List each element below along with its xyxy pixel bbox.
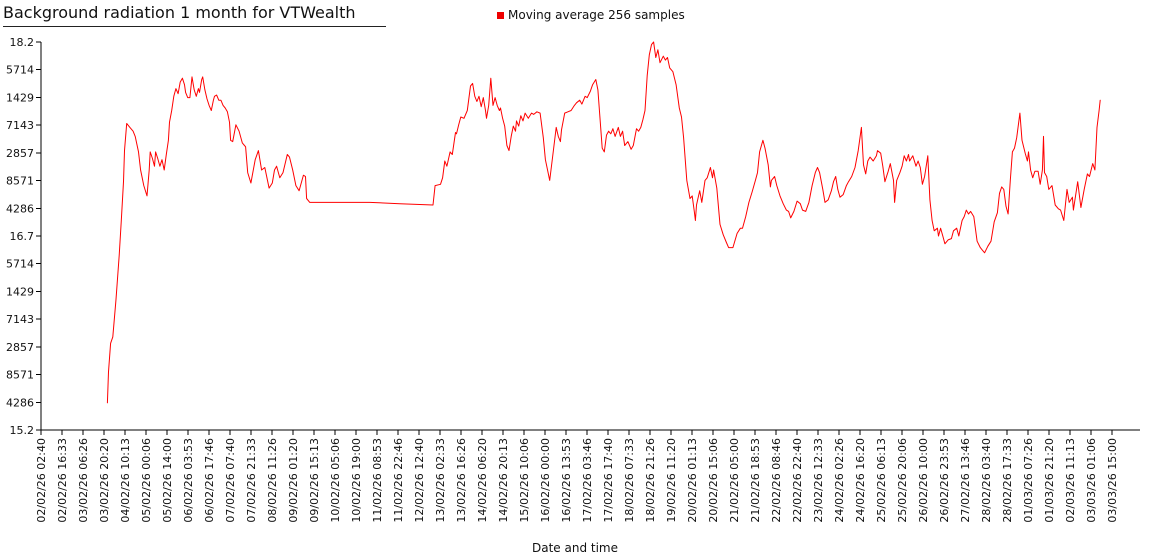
x-tick-label: 18/02/26 07:33 bbox=[623, 438, 636, 523]
legend-series-label: Moving average 256 samples bbox=[508, 8, 685, 22]
x-tick-label: 10/02/26 05:06 bbox=[329, 438, 342, 523]
x-tick-label: 02/03/26 11:13 bbox=[1064, 438, 1077, 523]
y-tick-label: 2857 bbox=[6, 341, 34, 354]
x-tick-label: 25/02/26 20:06 bbox=[896, 438, 909, 523]
x-tick-label: 02/02/26 02:40 bbox=[35, 438, 48, 523]
x-tick-label: 14/02/26 20:13 bbox=[497, 438, 510, 523]
x-tick-label: 11/02/26 08:53 bbox=[371, 438, 384, 523]
y-tick-label: 8571 bbox=[6, 369, 34, 382]
x-tick-label: 21/02/26 05:00 bbox=[728, 438, 741, 523]
x-tick-label: 11/02/26 22:46 bbox=[392, 438, 405, 523]
y-tick-label: 2857 bbox=[6, 147, 34, 160]
x-tick-label: 01/03/26 07:26 bbox=[1022, 438, 1035, 523]
x-tick-label: 16/02/26 13:53 bbox=[560, 438, 573, 523]
x-tick-label: 15/02/26 10:06 bbox=[518, 438, 531, 523]
y-tick-label: 1429 bbox=[6, 285, 34, 298]
x-tick-label: 14/02/26 06:20 bbox=[476, 438, 489, 523]
y-tick-label: 8571 bbox=[6, 175, 34, 188]
x-tick-label: 25/02/26 06:13 bbox=[875, 438, 888, 523]
x-tick-label: 06/02/26 03:53 bbox=[182, 438, 195, 523]
y-tick-label: 16.7 bbox=[10, 230, 35, 243]
x-tick-label: 06/02/26 17:46 bbox=[203, 438, 216, 523]
x-tick-label: 17/02/26 17:40 bbox=[602, 438, 615, 523]
legend: Moving average 256 samples bbox=[497, 8, 685, 22]
x-tick-label: 07/02/26 07:40 bbox=[224, 438, 237, 523]
x-tick-label: 13/02/26 02:33 bbox=[434, 438, 447, 523]
x-tick-label: 24/02/26 02:26 bbox=[833, 438, 846, 523]
x-tick-label: 22/02/26 08:46 bbox=[770, 438, 783, 523]
y-tick-label: 1429 bbox=[6, 91, 34, 104]
x-tick-label: 07/02/26 21:33 bbox=[245, 438, 258, 523]
x-tick-label: 28/02/26 03:40 bbox=[980, 438, 993, 523]
legend-marker-square bbox=[497, 12, 504, 19]
x-tick-label: 05/02/26 14:00 bbox=[161, 438, 174, 523]
x-tick-label: 20/02/26 01:13 bbox=[686, 438, 699, 523]
x-tick-label: 09/02/26 15:13 bbox=[308, 438, 321, 523]
x-tick-label: 03/02/26 20:20 bbox=[98, 438, 111, 523]
y-tick-label: 4286 bbox=[6, 202, 34, 215]
x-tick-label: 10/02/26 19:00 bbox=[350, 438, 363, 523]
x-tick-label: 17/02/26 03:46 bbox=[581, 438, 594, 523]
x-tick-label: 12/02/26 12:40 bbox=[413, 438, 426, 523]
y-tick-label: 7143 bbox=[6, 119, 34, 132]
x-tick-label: 03/02/26 06:26 bbox=[77, 438, 90, 523]
x-tick-label: 16/02/26 00:00 bbox=[539, 438, 552, 523]
x-tick-label: 09/02/26 01:20 bbox=[287, 438, 300, 523]
y-tick-label: 18.2 bbox=[10, 36, 35, 49]
x-tick-label: 20/02/26 15:06 bbox=[707, 438, 720, 523]
x-tick-label: 03/03/26 15:00 bbox=[1106, 438, 1119, 523]
x-tick-label: 18/02/26 21:26 bbox=[644, 438, 657, 523]
x-tick-label: 23/02/26 12:33 bbox=[812, 438, 825, 523]
y-tick-label: 4286 bbox=[6, 396, 34, 409]
x-tick-label: 04/02/26 10:13 bbox=[119, 438, 132, 523]
series-line bbox=[106, 41, 1101, 404]
x-tick-label: 05/02/26 00:06 bbox=[140, 438, 153, 523]
x-tick-label: 22/02/26 22:40 bbox=[791, 438, 804, 523]
y-tick-label: 15.2 bbox=[10, 424, 35, 437]
chart-title: Background radiation 1 month for VTWealt… bbox=[3, 3, 386, 27]
y-tick-label: 5714 bbox=[6, 258, 34, 271]
x-tick-label: 02/02/26 16:33 bbox=[56, 438, 69, 523]
y-tick-label: 7143 bbox=[6, 313, 34, 326]
x-tick-label: 26/02/26 23:53 bbox=[938, 438, 951, 523]
x-tick-label: 08/02/26 11:26 bbox=[266, 438, 279, 523]
x-tick-label: 27/02/26 13:46 bbox=[959, 438, 972, 523]
y-tick-label: 5714 bbox=[6, 64, 34, 77]
x-tick-label: 19/02/26 11:20 bbox=[665, 438, 678, 523]
x-tick-label: 26/02/26 10:00 bbox=[917, 438, 930, 523]
x-axis-title: Date and time bbox=[532, 541, 618, 555]
x-tick-label: 28/02/26 17:33 bbox=[1001, 438, 1014, 523]
x-tick-label: 01/03/26 21:20 bbox=[1043, 438, 1056, 523]
x-tick-label: 21/02/26 18:53 bbox=[749, 438, 762, 523]
x-tick-label: 03/03/26 01:06 bbox=[1085, 438, 1098, 523]
x-tick-label: 13/02/26 16:26 bbox=[455, 438, 468, 523]
x-tick-label: 24/02/26 16:20 bbox=[854, 438, 867, 523]
